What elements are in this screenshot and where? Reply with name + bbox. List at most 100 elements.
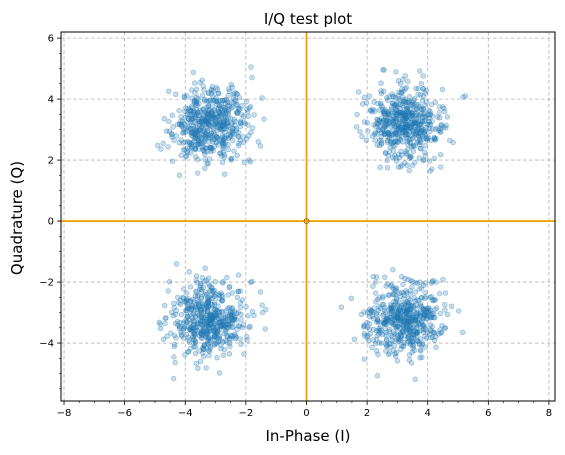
scatter-point bbox=[460, 329, 466, 335]
scatter-point bbox=[386, 317, 392, 323]
scatter-point bbox=[200, 147, 207, 154]
scatter-point bbox=[226, 134, 233, 140]
scatter-point bbox=[195, 112, 202, 119]
scatter-point bbox=[189, 145, 195, 151]
scatter-point bbox=[189, 104, 196, 111]
scatter-point bbox=[367, 331, 373, 337]
scatter-point bbox=[191, 99, 197, 105]
scatter-point bbox=[427, 168, 433, 174]
scatter-point bbox=[398, 337, 404, 343]
scatter-point bbox=[225, 321, 231, 327]
scatter-point bbox=[427, 108, 433, 115]
scatter-point bbox=[409, 349, 415, 355]
scatter-point bbox=[205, 323, 211, 329]
scatter-point bbox=[193, 127, 199, 133]
scatter-point bbox=[191, 330, 197, 337]
scatter-point bbox=[207, 346, 213, 352]
scatter-point bbox=[213, 139, 220, 145]
scatter-point bbox=[387, 340, 393, 347]
scatter-point bbox=[173, 133, 180, 139]
scatter-point bbox=[200, 328, 207, 334]
scatter-point bbox=[425, 112, 431, 118]
scatter-point bbox=[386, 108, 392, 115]
scatter-point bbox=[201, 308, 208, 315]
scatter-point bbox=[223, 110, 229, 116]
scatter-point bbox=[227, 129, 233, 135]
scatter-point bbox=[392, 313, 399, 319]
scatter-point bbox=[171, 300, 177, 306]
scatter-point bbox=[394, 126, 400, 132]
scatter-point bbox=[431, 314, 437, 321]
scatter-point bbox=[219, 139, 225, 145]
scatter-point bbox=[387, 314, 393, 321]
scatter-point bbox=[406, 167, 412, 174]
scatter-point bbox=[212, 320, 218, 327]
scatter-point bbox=[417, 313, 423, 319]
scatter-point bbox=[413, 311, 420, 317]
scatter-point bbox=[220, 323, 226, 329]
scatter-point bbox=[413, 120, 420, 126]
scatter-point bbox=[246, 105, 252, 111]
scatter-point bbox=[404, 121, 410, 128]
scatter-point bbox=[225, 135, 231, 142]
scatter-point bbox=[245, 122, 251, 128]
scatter-point bbox=[241, 351, 247, 357]
scatter-point bbox=[390, 118, 396, 125]
scatter-point bbox=[197, 333, 203, 339]
scatter-point bbox=[231, 316, 237, 323]
scatter-point bbox=[198, 109, 205, 115]
scatter-point bbox=[216, 102, 222, 108]
scatter-point bbox=[193, 127, 200, 134]
scatter-point bbox=[186, 339, 193, 345]
scatter-point bbox=[225, 334, 231, 340]
scatter-point bbox=[191, 98, 198, 105]
scatter-point bbox=[201, 96, 208, 103]
scatter-point bbox=[375, 122, 381, 128]
scatter-point bbox=[184, 111, 190, 117]
scatter-point bbox=[403, 311, 409, 317]
scatter-point bbox=[388, 130, 394, 136]
scatter-point bbox=[209, 285, 215, 291]
scatter-point bbox=[199, 332, 205, 338]
scatter-point bbox=[448, 303, 455, 309]
scatter-point bbox=[161, 336, 167, 342]
scatter-point bbox=[416, 101, 422, 108]
scatter-point bbox=[184, 92, 190, 99]
scatter-point bbox=[188, 328, 195, 334]
scatter-point bbox=[407, 136, 413, 143]
scatter-point bbox=[407, 122, 413, 129]
scatter-point bbox=[420, 126, 427, 133]
scatter-point bbox=[197, 127, 203, 133]
scatter-point bbox=[193, 306, 200, 313]
scatter-point bbox=[222, 317, 229, 324]
scatter-point bbox=[177, 320, 183, 326]
scatter-point bbox=[235, 110, 241, 116]
scatter-point bbox=[195, 109, 201, 115]
scatter-point bbox=[192, 114, 198, 121]
scatter-point bbox=[192, 327, 199, 333]
scatter-point bbox=[428, 328, 434, 334]
scatter-point bbox=[426, 107, 432, 114]
scatter-point bbox=[178, 152, 184, 159]
scatter-point bbox=[217, 333, 223, 339]
scatter-point bbox=[218, 111, 224, 118]
scatter-point bbox=[400, 100, 406, 107]
scatter-point bbox=[374, 296, 381, 302]
scatter-point bbox=[201, 325, 208, 331]
scatter-point bbox=[205, 109, 211, 116]
scatter-point bbox=[227, 115, 234, 121]
scatter-point bbox=[218, 342, 224, 348]
scatter-point bbox=[404, 330, 411, 336]
scatter-point bbox=[207, 317, 213, 323]
scatter-point bbox=[157, 321, 164, 327]
scatter-point bbox=[229, 128, 235, 134]
scatter-point bbox=[184, 314, 190, 321]
scatter-point bbox=[417, 336, 424, 342]
scatter-point bbox=[372, 137, 378, 143]
scatter-point bbox=[403, 121, 409, 128]
scatter-point bbox=[170, 375, 177, 382]
scatter-point bbox=[211, 322, 217, 328]
scatter-point bbox=[404, 299, 410, 305]
scatter-point bbox=[385, 110, 391, 117]
scatter-point bbox=[406, 336, 412, 342]
